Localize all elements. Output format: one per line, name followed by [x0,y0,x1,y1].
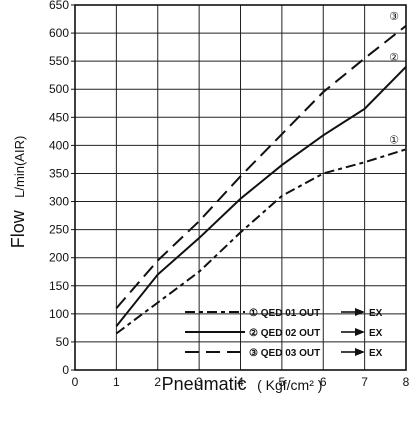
legend-marker: ③ [249,348,261,359]
series-markers: ① ② ③ [389,11,399,147]
grid [75,4,406,370]
legend-marker: ② [249,328,261,339]
legend-arrow-head [355,348,365,356]
legend-label-3: ③ QED 03 OUT [249,348,320,359]
x-tick-label: 5 [279,375,286,389]
y-tick-label: 450 [49,110,69,124]
y-tick-label: 500 [49,82,69,96]
y-tick-label: 50 [56,335,70,349]
y-axis-label: Flow L/min(AIR) [8,136,28,249]
x-tick-label: 6 [320,375,327,389]
legend-series-name: QED 02 OUT [261,328,320,339]
y-tick-label: 400 [49,138,69,152]
y-tick-label: 600 [49,26,69,40]
legend-arrow-head [355,308,365,316]
y-tick-label: 300 [49,195,69,209]
y-tick-labels: 0 50 100 150 200 250 300 350 400 450 500 550 600 650 [49,0,69,377]
x-tick-labels: 0 1 2 3 4 5 6 7 8 [72,375,410,389]
x-tick-label: 8 [403,375,410,389]
legend-target: EX [369,328,383,339]
legend-series-name: QED 01 OUT [261,308,320,319]
y-axis-title: Flow [8,209,28,248]
axes [71,4,407,371]
y-tick-label: 100 [49,307,69,321]
y-tick-label: 150 [49,279,69,293]
x-tick-label: 2 [154,375,161,389]
legend-series-name: QED 03 OUT [261,348,320,359]
y-axis-unit: L/min(AIR) [12,136,27,198]
y-tick-label: 250 [49,223,69,237]
y-tick-label: 550 [49,54,69,68]
x-tick-label: 1 [113,375,120,389]
x-tick-label: 7 [361,375,368,389]
series-marker-1: ① [389,134,399,146]
legend-arrow-head [355,328,365,336]
series-marker-2: ② [389,52,399,64]
series-marker-3: ③ [389,11,399,23]
series-lines [115,24,407,335]
y-tick-label: 200 [49,251,69,265]
x-tick-label: 0 [72,375,79,389]
legend: ① QED 01 OUT EX ② QED 02 OUT EX ③ QED 03 OUT… [185,308,383,359]
series-line-1 [115,148,407,335]
x-axis-title: Pneumatic [162,374,247,394]
plot-frame [74,4,407,371]
y-tick-label: 650 [49,0,69,12]
legend-label-2: ② QED 02 OUT [249,328,320,339]
legend-target: EX [369,308,383,319]
y-tick-label: 350 [49,166,69,180]
x-axis-unit: ( Kgf/cm² ) [257,377,322,393]
legend-label-1: ① QED 01 OUT [249,308,320,319]
series-line-2 [115,66,407,327]
legend-target: EX [369,348,383,359]
y-tick-label: 0 [62,363,69,377]
x-tick-label: 3 [196,375,203,389]
x-axis-label: Pneumatic ( Kgf/cm² ) [162,374,323,394]
series-line-3 [115,24,407,309]
x-tick-label: 4 [237,375,244,389]
legend-marker: ① [249,308,261,319]
